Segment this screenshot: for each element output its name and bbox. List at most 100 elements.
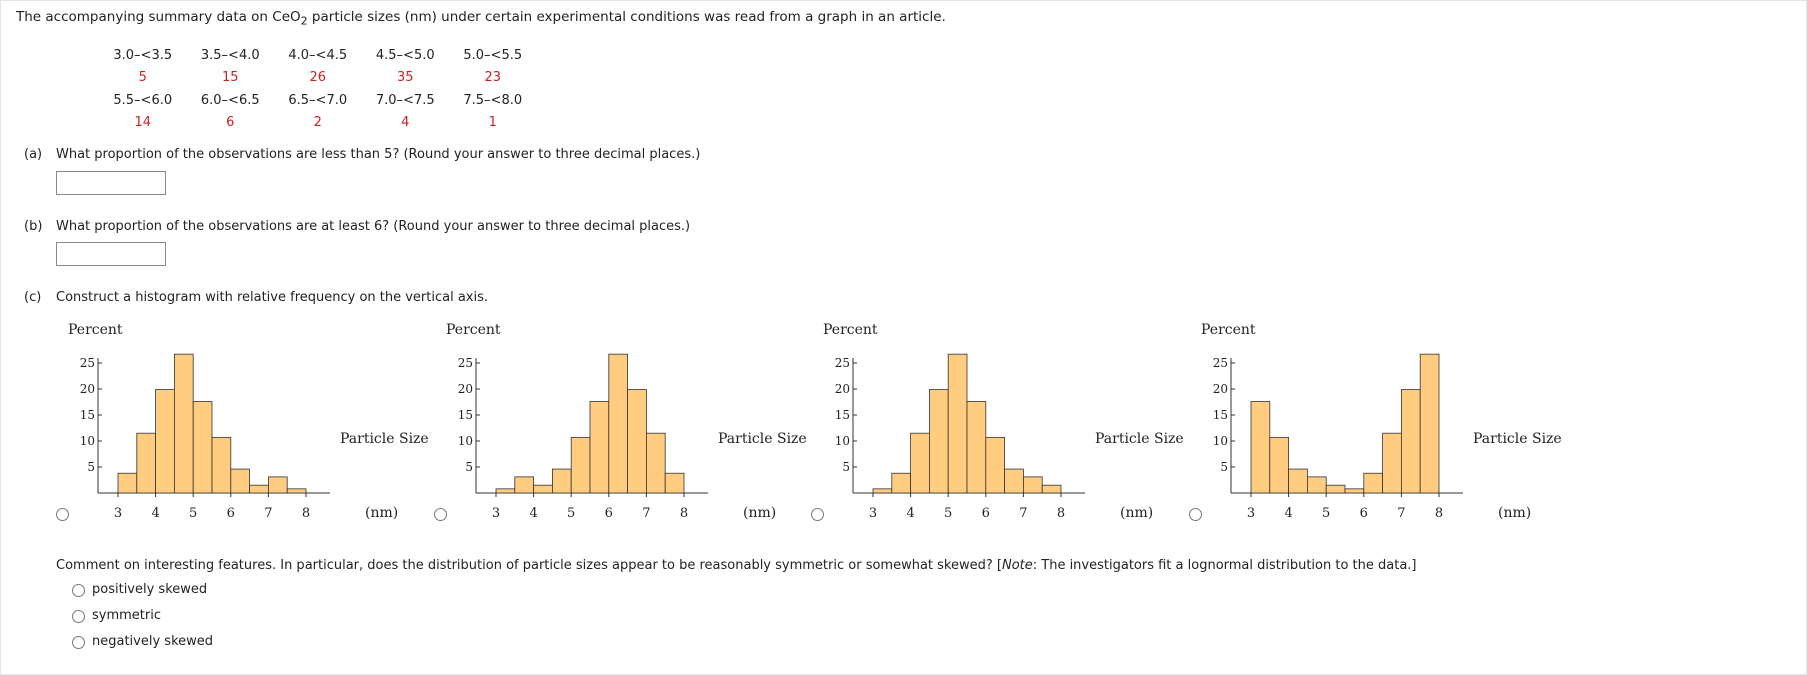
bin-label: 7.5–<8.0 xyxy=(463,92,523,108)
frequency-table: 3.0–<3.5 3.5–<4.0 4.0–<4.5 4.5–<5.0 5.0–… xyxy=(99,43,537,133)
histogram-bar xyxy=(589,401,610,494)
intro-after: particle sizes (nm) under certain experi… xyxy=(307,9,946,25)
histogram-bar xyxy=(286,488,307,494)
histogram-bar xyxy=(117,472,138,494)
y-tick-label: 15 xyxy=(1213,408,1228,422)
histogram-bar xyxy=(608,353,629,494)
histogram-bar xyxy=(1382,432,1402,494)
bin-frequency: 23 xyxy=(484,70,502,85)
x-tick-label: 4 xyxy=(151,506,159,521)
histogram-bar xyxy=(552,468,572,494)
intro-before: The accompanying summary data on CeO xyxy=(16,9,301,25)
y-tick-label: 25 xyxy=(458,356,473,370)
y-tick-label: 15 xyxy=(835,408,850,422)
comment-note-label: Note xyxy=(1001,558,1033,573)
question-b-letter: (b) xyxy=(24,219,43,234)
x-tick-label: 4 xyxy=(529,506,537,521)
y-tick-label: 15 xyxy=(458,408,473,422)
histogram-option-2: Percent 5 10 15 20 25 3 4 5 6 7 8 Particle Size (nm) xyxy=(444,320,819,521)
x-tick-label: 7 xyxy=(264,506,272,521)
histogram-svg: Percent 5 10 15 20 25 3 4 5 6 7 8 Particle Size (nm) xyxy=(823,322,1184,521)
x-tick-label: 7 xyxy=(1397,506,1405,521)
x-tick-label: 5 xyxy=(567,506,575,521)
histogram-svg: Percent 5 10 15 20 25 3 4 5 6 7 8 Particle Size (nm) xyxy=(446,322,807,521)
y-tick-label: 10 xyxy=(80,434,95,448)
histogram-option-3-radio[interactable] xyxy=(811,508,824,521)
bin-label: 3.5–<4.0 xyxy=(200,47,260,63)
y-tick-label: 25 xyxy=(835,356,850,370)
histogram-bar xyxy=(872,488,893,494)
bin-frequency: 14 xyxy=(134,115,152,130)
x-tick-label: 7 xyxy=(642,506,650,521)
histogram-option-2-radio[interactable] xyxy=(434,508,447,521)
histogram-bar xyxy=(136,432,157,494)
question-b-text: What proportion of the observations are … xyxy=(56,219,691,234)
x-tick-label: 5 xyxy=(189,506,197,521)
answer-a-input[interactable] xyxy=(56,171,166,195)
x-axis-unit: (nm) xyxy=(743,505,776,521)
histogram-option-4: Percent 5 10 15 20 25 3 4 5 6 7 8 Particle Size (nm) xyxy=(1199,320,1574,521)
question-a-text: What proportion of the observations are … xyxy=(56,147,701,162)
bin-label: 4.5–<5.0 xyxy=(375,47,435,63)
bin-label: 6.5–<7.0 xyxy=(288,92,348,108)
bin-label: 4.0–<4.5 xyxy=(288,47,348,63)
histogram-bar xyxy=(1250,401,1271,494)
x-axis-title: Particle Size xyxy=(340,431,429,447)
histogram-bar xyxy=(645,432,666,494)
histogram-bar xyxy=(929,389,949,494)
histogram-svg: Percent 5 10 15 20 25 3 4 5 6 7 8 Particle Size (nm) xyxy=(68,322,429,521)
intro-text: The accompanying summary data on CeO2 pa… xyxy=(16,9,946,28)
histogram-bar xyxy=(192,401,213,494)
y-tick-label: 5 xyxy=(465,460,473,474)
histogram-option-4-radio[interactable] xyxy=(1189,508,1202,521)
bin-label: 6.0–<6.5 xyxy=(200,92,260,108)
comment-after: : The investigators fit a lognormal dist… xyxy=(1032,558,1417,573)
histogram-bar xyxy=(1419,353,1440,494)
y-axis-title: Percent xyxy=(68,322,123,338)
y-tick-label: 20 xyxy=(835,382,850,396)
choice-positively-skewed-radio[interactable] xyxy=(72,584,85,597)
x-tick-label: 6 xyxy=(1360,506,1368,521)
histogram-bar xyxy=(570,436,591,494)
histogram-option-3: Percent 5 10 15 20 25 3 4 5 6 7 8 Particle Size (nm) xyxy=(821,320,1196,521)
histogram-bar xyxy=(514,476,535,494)
histogram-bar xyxy=(155,389,175,494)
x-tick-label: 4 xyxy=(1284,506,1292,521)
histogram-bar xyxy=(627,389,647,494)
histogram-bar xyxy=(664,472,685,494)
histogram-bar xyxy=(1400,389,1421,494)
choice-negatively-skewed-radio[interactable] xyxy=(72,636,85,649)
question-a-letter: (a) xyxy=(24,147,43,162)
answer-b-input[interactable] xyxy=(56,242,166,266)
y-tick-label: 20 xyxy=(1213,382,1228,396)
y-tick-label: 15 xyxy=(80,408,95,422)
choice-symmetric-radio[interactable] xyxy=(72,610,85,623)
histogram-bar xyxy=(1022,476,1043,494)
histogram-option-1-radio[interactable] xyxy=(56,508,69,521)
choice-symmetric-label: symmetric xyxy=(92,608,161,623)
histogram-option-1: Percent 5 10 15 20 25 3 4 5 6 7 8 Particle Size (nm) xyxy=(66,320,441,521)
x-tick-label: 6 xyxy=(227,506,235,521)
y-tick-label: 10 xyxy=(835,434,850,448)
x-tick-label: 3 xyxy=(869,506,877,521)
histogram-bar xyxy=(267,476,288,494)
x-axis-unit: (nm) xyxy=(1120,505,1153,521)
y-axis-title: Percent xyxy=(1201,322,1256,338)
x-tick-label: 6 xyxy=(605,506,613,521)
y-axis-title: Percent xyxy=(446,322,501,338)
question-c-letter: (c) xyxy=(24,290,42,305)
x-tick-label: 4 xyxy=(906,506,914,521)
x-tick-label: 5 xyxy=(944,506,952,521)
histogram-bar xyxy=(1288,468,1308,494)
comment-before: Comment on interesting features. In part… xyxy=(56,558,1002,573)
histogram-bar xyxy=(1041,484,1062,494)
histogram-bar xyxy=(1325,484,1346,494)
x-axis-unit: (nm) xyxy=(1498,505,1531,521)
x-axis-unit: (nm) xyxy=(365,505,398,521)
histogram-bar xyxy=(910,432,930,494)
histogram-bar xyxy=(249,484,269,494)
histogram-bar xyxy=(1307,476,1327,494)
x-tick-label: 8 xyxy=(680,506,688,521)
y-tick-label: 10 xyxy=(1213,434,1228,448)
bin-frequency: 15 xyxy=(221,70,239,85)
